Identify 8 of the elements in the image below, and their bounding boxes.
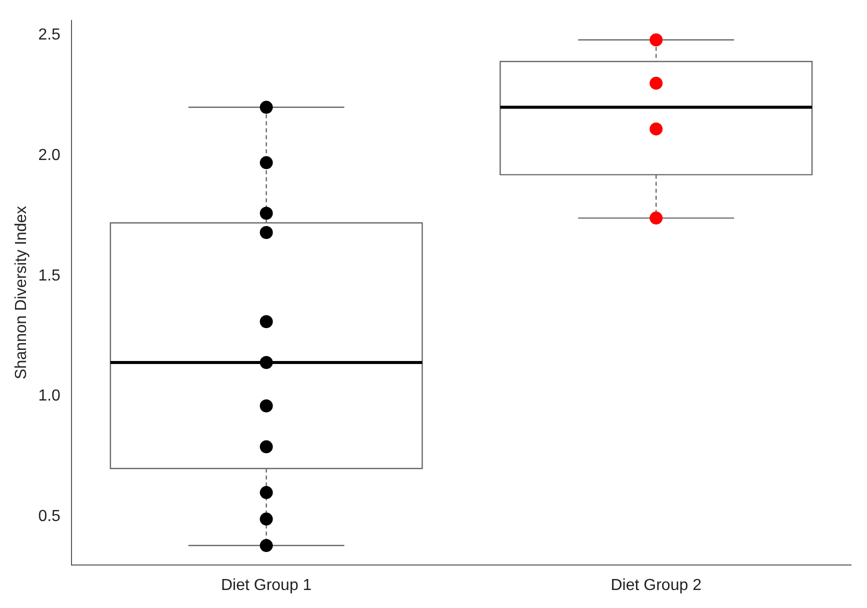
x-tick-label: Diet Group 1 (220, 576, 312, 594)
y-axis-title: Shannon Diversity Index (13, 206, 30, 380)
x-tick-label: Diet Group 2 (610, 576, 702, 594)
y-tick-label: 1.0 (38, 388, 61, 405)
y-tick-label: 2.5 (38, 26, 61, 44)
y-tick-label: 1.5 (38, 267, 61, 284)
y-tick-label: 0.5 (38, 508, 61, 526)
y-tick-label: 2.0 (38, 146, 61, 164)
